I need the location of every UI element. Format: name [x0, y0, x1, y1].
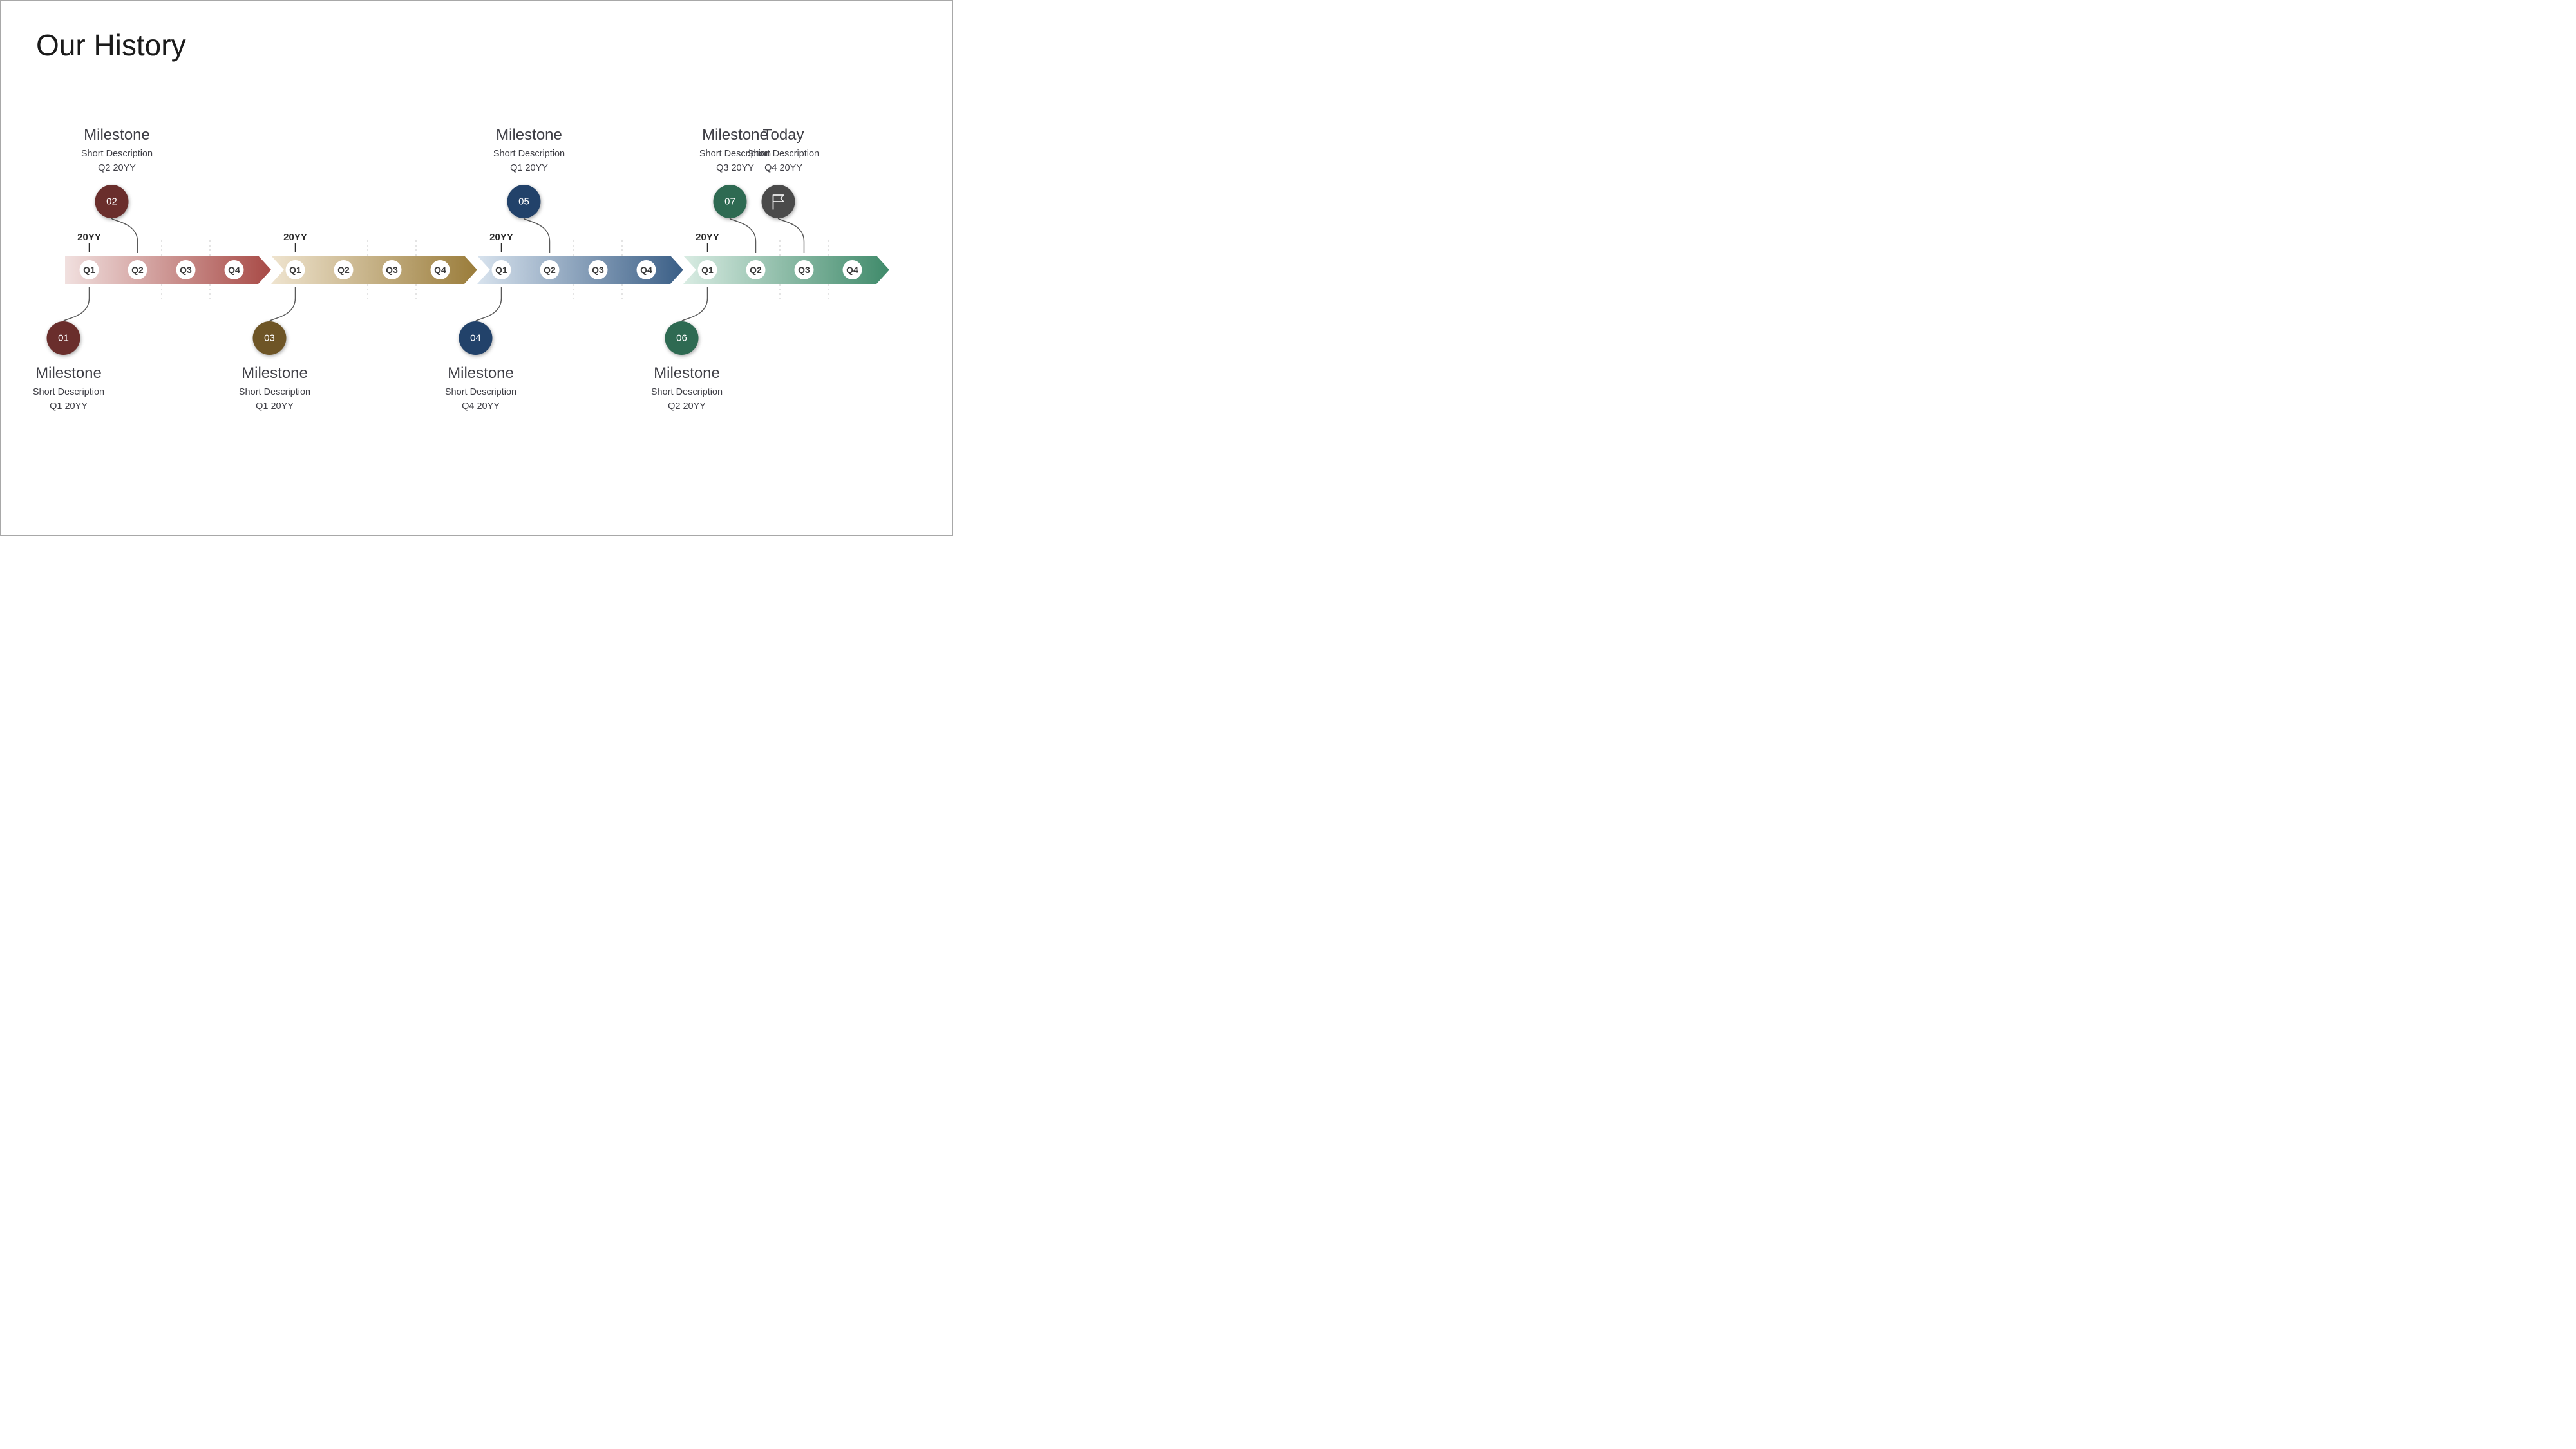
quarter-label: Q4 [640, 265, 652, 275]
milestone-title: Milestone [448, 365, 514, 382]
quarter-label: Q2 [337, 265, 350, 275]
quarter-label: Q3 [798, 265, 810, 275]
quarter-label: Q2 [750, 265, 762, 275]
milestone-description: Short Description [651, 387, 723, 397]
slide: Our History 20YY20YY20YY20YYQ1Q2Q3Q4Q1Q2… [0, 0, 953, 536]
milestone-date: Q1 20YY [256, 401, 294, 412]
milestone-circle: 01 [47, 321, 80, 355]
year-label: 20YY [696, 232, 719, 243]
quarter-label: Q4 [228, 265, 240, 275]
milestone-title: Today [762, 126, 804, 144]
milestone-number: 02 [106, 196, 117, 207]
milestone-connector [779, 218, 804, 253]
milestone-number: 05 [518, 196, 529, 207]
milestone-circle-today [762, 185, 795, 218]
milestone-circle: 04 [459, 321, 493, 355]
milestone-connector [476, 287, 502, 321]
year-label: 20YY [489, 232, 513, 243]
year-label: 20YY [77, 232, 101, 243]
milestone-connector [730, 218, 756, 253]
quarter-label: Q1 [495, 265, 507, 275]
milestone-date: Q2 20YY [98, 163, 136, 173]
timeline-canvas: 20YY 20YY 20YY 20YY Q1 Q2 Q3 Q4 Q1 Q2 Q3 Q4 Q1 Q2 Q3 Q4… [1, 1, 953, 536]
milestone-date: Q1 20YY [510, 163, 548, 173]
milestone-date: Q4 20YY [764, 163, 802, 173]
milestone-number: 01 [58, 333, 69, 344]
quarter-label: Q4 [846, 265, 858, 275]
milestone-date: Q1 20YY [50, 401, 88, 412]
milestone-connector [524, 218, 550, 253]
quarter-label: Q3 [180, 265, 192, 275]
milestone-circle: 03 [253, 321, 287, 355]
quarter-label: Q1 [289, 265, 301, 275]
quarter-label: Q3 [386, 265, 398, 275]
quarter-label: Q2 [544, 265, 556, 275]
milestone-title: Milestone [242, 365, 308, 382]
milestone-title: Milestone [702, 126, 768, 144]
milestone-connector [64, 287, 90, 321]
milestone-date: Q2 20YY [668, 401, 706, 412]
milestone-circle: 05 [507, 185, 541, 218]
milestone-number: 07 [724, 196, 735, 207]
year-label: 20YY [283, 232, 307, 243]
milestone-description: Short Description [33, 387, 104, 397]
milestone-description: Short Description [81, 149, 153, 159]
milestone-connector [112, 218, 138, 253]
quarter-label: Q2 [131, 265, 144, 275]
quarter-label: Q1 [83, 265, 95, 275]
milestone-title: Milestone [35, 365, 102, 382]
milestone-date: Q4 20YY [462, 401, 500, 412]
milestone-number: 04 [470, 333, 481, 344]
milestone-title: Milestone [496, 126, 562, 144]
milestone-title: Milestone [654, 365, 720, 382]
milestone-number: 03 [264, 333, 275, 344]
milestone-description: Short Description [445, 387, 516, 397]
quarter-label: Q3 [592, 265, 604, 275]
milestone-description: Short Description [493, 149, 565, 159]
milestone-description: Short Description [748, 149, 819, 159]
quarter-label: Q1 [701, 265, 714, 275]
milestone-description: Short Description [239, 387, 310, 397]
milestone-connector [270, 287, 296, 321]
milestone-connector [682, 287, 708, 321]
milestone-number: 06 [676, 333, 687, 344]
quarter-label: Q4 [434, 265, 446, 275]
milestone-circle: 02 [95, 185, 129, 218]
milestone-title: Milestone [84, 126, 150, 144]
milestone-circle: 06 [665, 321, 699, 355]
milestone-circle: 07 [714, 185, 747, 218]
milestone-date: Q3 20YY [716, 163, 754, 173]
